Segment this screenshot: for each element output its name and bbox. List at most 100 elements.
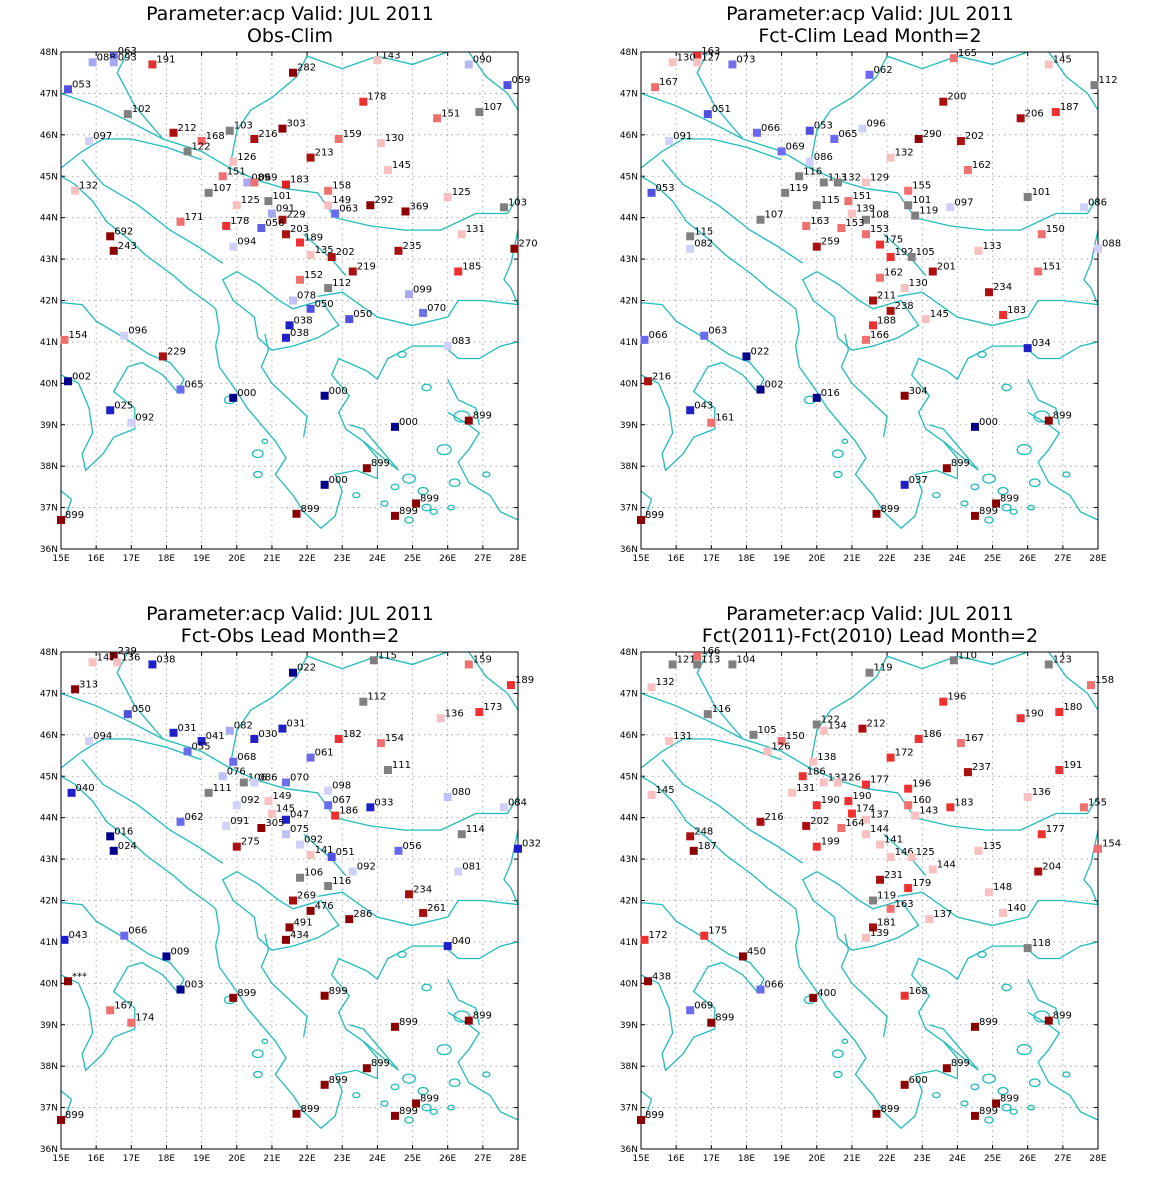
station-marker (886, 306, 895, 315)
station-marker (956, 739, 965, 748)
station-value: 101 (272, 191, 291, 202)
station-value: 137 (870, 810, 889, 821)
station-value: 899 (979, 506, 998, 517)
station-value: 145 (392, 160, 411, 171)
station-marker (963, 166, 972, 175)
station-marker (443, 192, 452, 201)
station-value: 105 (757, 725, 776, 736)
station-marker (296, 873, 305, 882)
station-marker (886, 853, 895, 862)
station-value: 137 (933, 909, 952, 920)
station-value: 237 (972, 762, 991, 773)
station-value: 270 (518, 239, 537, 250)
station-marker (281, 815, 290, 824)
station-marker (911, 211, 920, 220)
station-value: 106 (304, 868, 323, 879)
map-frame (60, 651, 519, 1150)
lon-tick-label: 27E (474, 554, 491, 564)
station-value: 141 (884, 835, 903, 846)
lat-tick-label: 43N (620, 255, 638, 265)
station-value: 183 (954, 797, 973, 808)
station-marker (71, 186, 80, 195)
station-value: 135 (982, 841, 1001, 852)
station-value: 111 (213, 783, 232, 794)
station-marker (651, 83, 660, 92)
station-value: 172 (895, 748, 914, 759)
station-marker (942, 1064, 951, 1073)
station-value: 130 (677, 52, 696, 63)
station-value: 133 (982, 241, 1001, 252)
station-value: 491 (294, 917, 313, 928)
station-value: 086 (1088, 197, 1107, 208)
station-value: 063 (339, 204, 358, 215)
station-value: 151 (852, 191, 871, 202)
station-marker (858, 724, 867, 733)
station-marker (812, 842, 821, 851)
station-value: 899 (645, 510, 664, 521)
station-marker (809, 993, 818, 1002)
station-value: 179 (912, 878, 931, 889)
lon-tick-label: 16E (88, 554, 105, 564)
station-marker (281, 333, 290, 342)
station-value: 175 (884, 235, 903, 246)
station-marker (1079, 203, 1088, 212)
station-marker (812, 801, 821, 810)
station-value: 303 (286, 119, 305, 130)
station-value: 248 (694, 826, 713, 837)
station-marker (113, 658, 122, 667)
station-marker (390, 1022, 399, 1031)
station-marker (232, 201, 241, 210)
station-marker (707, 1018, 716, 1027)
station-value: 202 (810, 816, 829, 827)
lon-tick-label: 23E (914, 1154, 931, 1164)
station-marker (869, 296, 878, 305)
station-value: 033 (374, 797, 393, 808)
station-value: 162 (972, 160, 991, 171)
station-marker (904, 784, 913, 793)
station-value: 070 (290, 772, 309, 783)
station-marker (239, 778, 248, 787)
station-value: 212 (177, 123, 196, 134)
station-value: 899 (951, 458, 970, 469)
lon-tick-label: 17E (123, 1154, 140, 1164)
lon-tick-label: 18E (738, 554, 755, 564)
station-value: 002 (765, 380, 784, 391)
station-value: 186 (339, 806, 358, 817)
station-marker (348, 867, 357, 876)
station-marker (457, 230, 466, 239)
lat-tick-label: 38N (40, 1062, 58, 1072)
station-marker (876, 273, 885, 282)
station-marker (861, 215, 870, 224)
station-marker (686, 244, 695, 253)
station-marker (443, 792, 452, 801)
lat-tick-label: 41N (40, 338, 58, 348)
stations: 163 130 127 073 167 062 165 145 112 200 206 187 051 0… (637, 46, 1121, 525)
station-value: 102 (132, 104, 151, 115)
station-marker (229, 242, 238, 251)
station-marker (1044, 416, 1053, 425)
station-value: 145 (1053, 54, 1072, 65)
station-marker (390, 422, 399, 431)
lat-tick-label: 40N (620, 979, 638, 989)
station-value: 369 (410, 201, 429, 212)
station-marker (127, 1018, 136, 1027)
lon-tick-label: 24E (369, 554, 386, 564)
station-marker (904, 884, 913, 893)
station-marker (876, 840, 885, 849)
station-value: 115 (821, 195, 840, 206)
station-value: 269 (297, 891, 316, 902)
lat-tick-label: 44N (40, 214, 58, 224)
station-marker (985, 288, 994, 297)
station-marker (956, 137, 965, 146)
station-marker (1023, 792, 1032, 801)
lat-tick-label: 37N (620, 504, 638, 514)
station-marker (296, 238, 305, 247)
station-marker (345, 315, 354, 324)
station-value: 126 (842, 772, 861, 783)
map-frame (640, 651, 1099, 1150)
station-value: 167 (659, 77, 678, 88)
station-marker (1037, 230, 1046, 239)
station-marker (334, 134, 343, 143)
station-marker (250, 778, 259, 787)
station-value: 118 (1032, 938, 1051, 949)
